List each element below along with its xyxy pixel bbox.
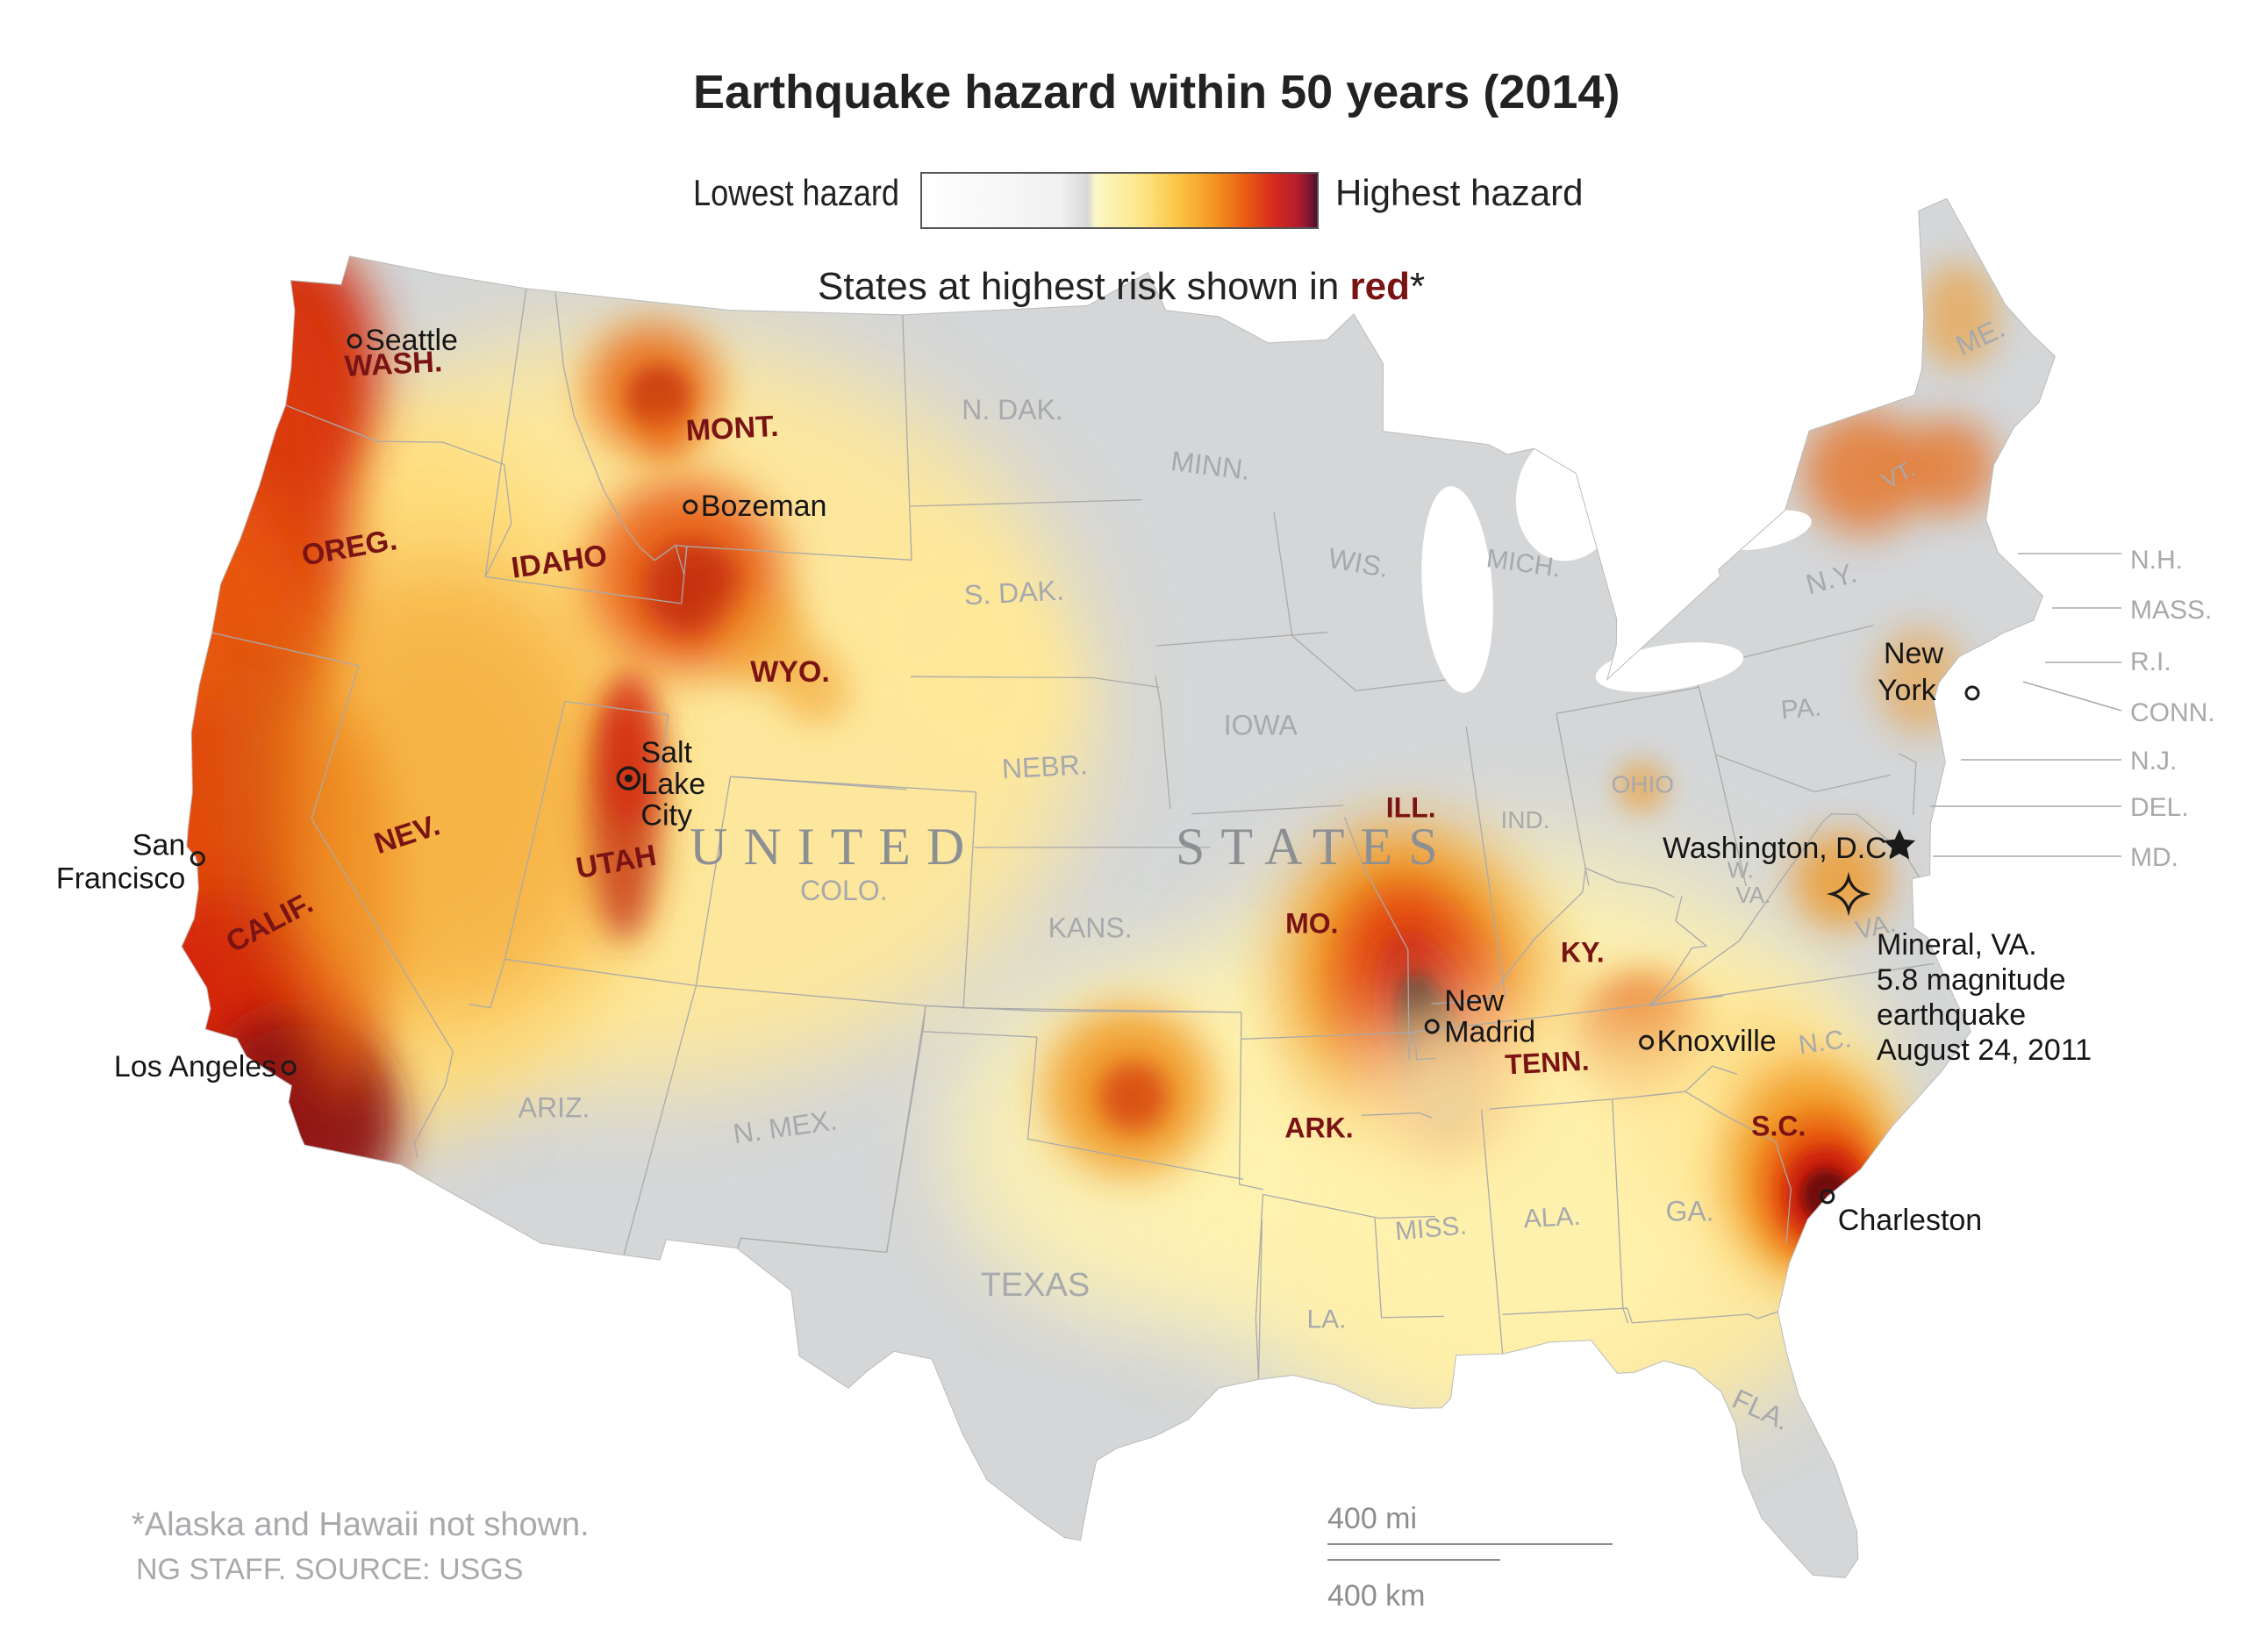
svg-text:*Alaska and Hawaii not shown.: *Alaska and Hawaii not shown.: [132, 1506, 590, 1543]
svg-text:Mineral, VA.: Mineral, VA.: [1877, 928, 2037, 962]
svg-text:MO.: MO.: [1285, 908, 1338, 940]
svg-text:KY.: KY.: [1561, 937, 1605, 969]
svg-text:New: New: [1444, 984, 1504, 1018]
svg-text:VA.: VA.: [1736, 882, 1771, 908]
svg-text:City: City: [640, 799, 692, 833]
svg-text:ARK.: ARK.: [1284, 1112, 1353, 1144]
svg-text:San: San: [132, 829, 186, 862]
svg-text:400 km: 400 km: [1327, 1579, 1426, 1613]
svg-text:400 mi: 400 mi: [1327, 1502, 1417, 1535]
svg-text:Salt: Salt: [640, 736, 692, 769]
svg-text:MONT.: MONT.: [685, 410, 780, 447]
svg-text:ARIZ.: ARIZ.: [519, 1092, 590, 1124]
svg-text:Lake: Lake: [640, 768, 705, 801]
svg-text:Los Angeles: Los Angeles: [114, 1050, 276, 1083]
svg-text:N.J.: N.J.: [2130, 747, 2177, 776]
svg-text:S.C.: S.C.: [1751, 1111, 1806, 1142]
svg-text:N.H.: N.H.: [2130, 546, 2183, 575]
svg-text:York: York: [1878, 674, 1937, 707]
svg-text:ILL.: ILL.: [1386, 791, 1436, 823]
svg-text:CONN.: CONN.: [2130, 698, 2215, 727]
svg-text:Charleston: Charleston: [1838, 1204, 1982, 1237]
svg-text:August 24, 2011: August 24, 2011: [1877, 1033, 2092, 1067]
svg-text:Washington, D.C.: Washington, D.C.: [1663, 832, 1895, 865]
svg-text:NG STAFF. SOURCE: USGS: NG STAFF. SOURCE: USGS: [136, 1553, 523, 1586]
svg-text:N. DAK.: N. DAK.: [962, 394, 1063, 426]
svg-text:PA.: PA.: [1779, 692, 1822, 725]
svg-text:DEL.: DEL.: [2130, 793, 2189, 822]
svg-text:Madrid: Madrid: [1444, 1016, 1535, 1049]
svg-text:MD.: MD.: [2130, 843, 2178, 872]
svg-text:OHIO: OHIO: [1612, 771, 1675, 798]
svg-text:Lowest hazard: Lowest hazard: [693, 172, 899, 213]
svg-text:Francisco: Francisco: [56, 862, 185, 896]
svg-text:Seattle: Seattle: [365, 324, 458, 357]
svg-text:S. DAK.: S. DAK.: [963, 574, 1065, 611]
svg-text:earthquake: earthquake: [1877, 998, 2026, 1032]
svg-text:Earthquake hazard within 50 ye: Earthquake hazard within 50 years (2014): [693, 66, 1620, 118]
svg-text:MASS.: MASS.: [2130, 596, 2212, 625]
svg-text:IND.: IND.: [1501, 806, 1550, 833]
svg-text:STATES: STATES: [1176, 818, 1454, 876]
svg-text:IOWA: IOWA: [1224, 710, 1298, 741]
svg-text:New: New: [1884, 637, 1943, 670]
svg-text:COLO.: COLO.: [800, 875, 888, 906]
svg-text:WYO.: WYO.: [750, 655, 830, 689]
svg-text:LA.: LA.: [1306, 1305, 1346, 1334]
svg-text:NEBR.: NEBR.: [1001, 748, 1089, 784]
svg-text:KANS.: KANS.: [1048, 912, 1133, 943]
svg-text:TENN.: TENN.: [1504, 1045, 1590, 1081]
svg-text:States at highest risk shown i: States at highest risk shown in red*: [818, 265, 1425, 308]
svg-text:TEXAS: TEXAS: [981, 1267, 1091, 1304]
svg-text:Highest hazard: Highest hazard: [1335, 172, 1584, 213]
svg-text:Bozeman: Bozeman: [701, 490, 827, 523]
svg-text:R.I.: R.I.: [2130, 647, 2171, 676]
svg-text:UNITED: UNITED: [690, 818, 980, 876]
svg-text:GA.: GA.: [1665, 1196, 1713, 1227]
svg-text:5.8 magnitude: 5.8 magnitude: [1877, 963, 2066, 997]
svg-text:ALA.: ALA.: [1523, 1202, 1582, 1234]
svg-text:Knoxville: Knoxville: [1657, 1025, 1777, 1058]
